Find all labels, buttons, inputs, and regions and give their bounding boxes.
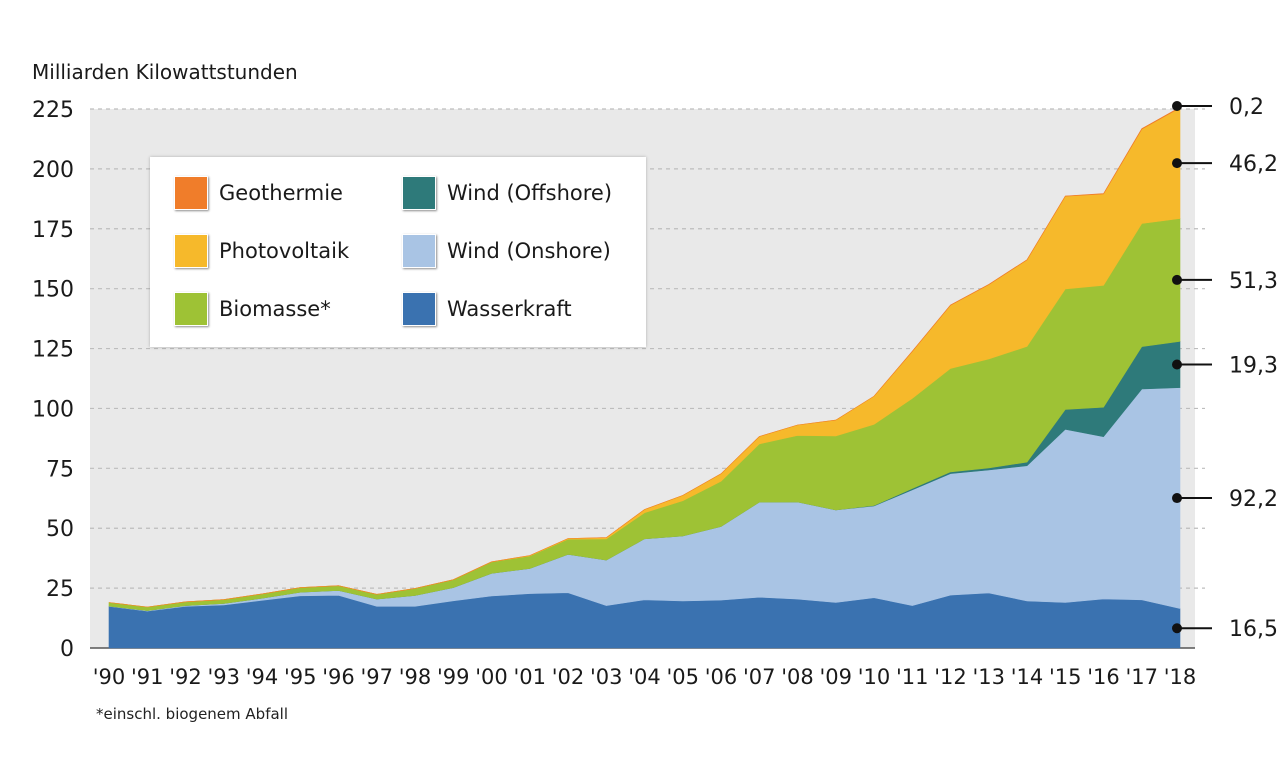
x-tick-label: '18 [1164, 665, 1197, 689]
annotation-marker [1172, 623, 1182, 634]
y-tick-label: 200 [32, 158, 74, 183]
x-tick-label: '11 [896, 665, 929, 689]
annotation-marker [1172, 274, 1182, 285]
annotation-marker [1172, 493, 1182, 504]
legend-item-geothermie: Geothermie [174, 176, 343, 210]
annotation-marker [1172, 158, 1182, 169]
x-tick-label: '10 [858, 665, 891, 689]
x-tick-label: '91 [131, 665, 164, 689]
x-tick-label: '01 [514, 665, 547, 689]
legend-label: Wind (Onshore) [447, 239, 611, 263]
x-tick-label: '99 [437, 665, 470, 689]
legend-item-wind-onshore: Wind (Onshore) [402, 234, 611, 268]
annotation-label: 19,3 [1229, 353, 1278, 378]
value-annotations: 0,2 46,2 51,3 19,3 92,2 16,5 [1172, 95, 1278, 642]
annotation-label: 16,5 [1229, 617, 1278, 642]
x-tick-label: '12 [934, 665, 967, 689]
y-tick-label: 25 [46, 577, 74, 602]
legend-label: Biomasse* [219, 297, 331, 321]
legend-label: Wasserkraft [447, 297, 572, 321]
annotation-marker [1172, 101, 1182, 111]
annotation-label: 92,2 [1229, 487, 1278, 512]
legend-swatch [402, 234, 436, 268]
footnote: *einschl. biogenem Abfall [96, 705, 288, 723]
annotation-label: 51,3 [1229, 269, 1278, 294]
legend-swatch [174, 234, 208, 268]
annotation-label: 46,2 [1229, 152, 1278, 177]
x-tick-label: '94 [246, 665, 279, 689]
y-tick-label: 75 [46, 457, 74, 482]
y-tick-label: 100 [32, 397, 74, 422]
legend-swatch [402, 176, 436, 210]
y-tick-label: 150 [32, 278, 74, 303]
y-tick-label: 225 [32, 98, 74, 123]
area-series [108, 106, 1181, 649]
legend-item-wasserkraft: Wasserkraft [402, 292, 572, 326]
y-axis-label: Milliarden Kilowattstunden [32, 60, 298, 84]
x-tick-label: '96 [322, 665, 355, 689]
x-tick-label: '08 [781, 665, 814, 689]
legend-swatch [402, 292, 436, 326]
legend-swatch [174, 292, 208, 326]
x-axis-ticks: '90'91'92'93'94'95'96'97'98'99'00'01'02 '… [93, 665, 1197, 689]
x-tick-label: '13 [973, 665, 1006, 689]
x-tick-label: '92 [169, 665, 202, 689]
x-tick-label: '03 [590, 665, 623, 689]
x-tick-label: '90 [93, 665, 126, 689]
annotation-marker [1172, 359, 1182, 370]
x-tick-label: '02 [552, 665, 585, 689]
x-tick-label: '97 [361, 665, 394, 689]
y-tick-label: 175 [32, 218, 74, 243]
x-tick-label: '04 [628, 665, 661, 689]
area-wasserkraft [108, 592, 1181, 649]
legend-label: Geothermie [219, 181, 343, 205]
legend-item-photovoltaik: Photovoltaik [174, 234, 349, 268]
legend-label: Photovoltaik [219, 239, 350, 263]
x-tick-label: '95 [284, 665, 317, 689]
x-tick-label: '93 [208, 665, 241, 689]
legend-item-biomasse: Biomasse* [174, 292, 331, 326]
legend-item-wind-offshore: Wind (Offshore) [402, 176, 612, 210]
x-tick-label: '17 [1126, 665, 1159, 689]
annotation-label: 0,2 [1229, 95, 1264, 120]
legend: Geothermie Wind (Offshore) Photovoltaik … [150, 157, 646, 347]
x-tick-label: '05 [667, 665, 700, 689]
legend-swatch [174, 176, 208, 210]
x-tick-label: '00 [475, 665, 508, 689]
y-tick-label: 50 [46, 517, 74, 542]
x-tick-label: '09 [820, 665, 853, 689]
x-tick-label: '98 [399, 665, 432, 689]
y-tick-label: 125 [32, 338, 74, 363]
y-tick-label: 0 [60, 637, 74, 662]
x-tick-label: '16 [1087, 665, 1120, 689]
x-tick-label: '15 [1049, 665, 1082, 689]
y-axis-ticks: 0 25 50 75 100 125 150 175 200 225 [32, 98, 74, 662]
x-tick-label: '06 [705, 665, 738, 689]
x-tick-label: '07 [743, 665, 776, 689]
x-tick-label: '14 [1011, 665, 1044, 689]
legend-label: Wind (Offshore) [447, 181, 613, 205]
